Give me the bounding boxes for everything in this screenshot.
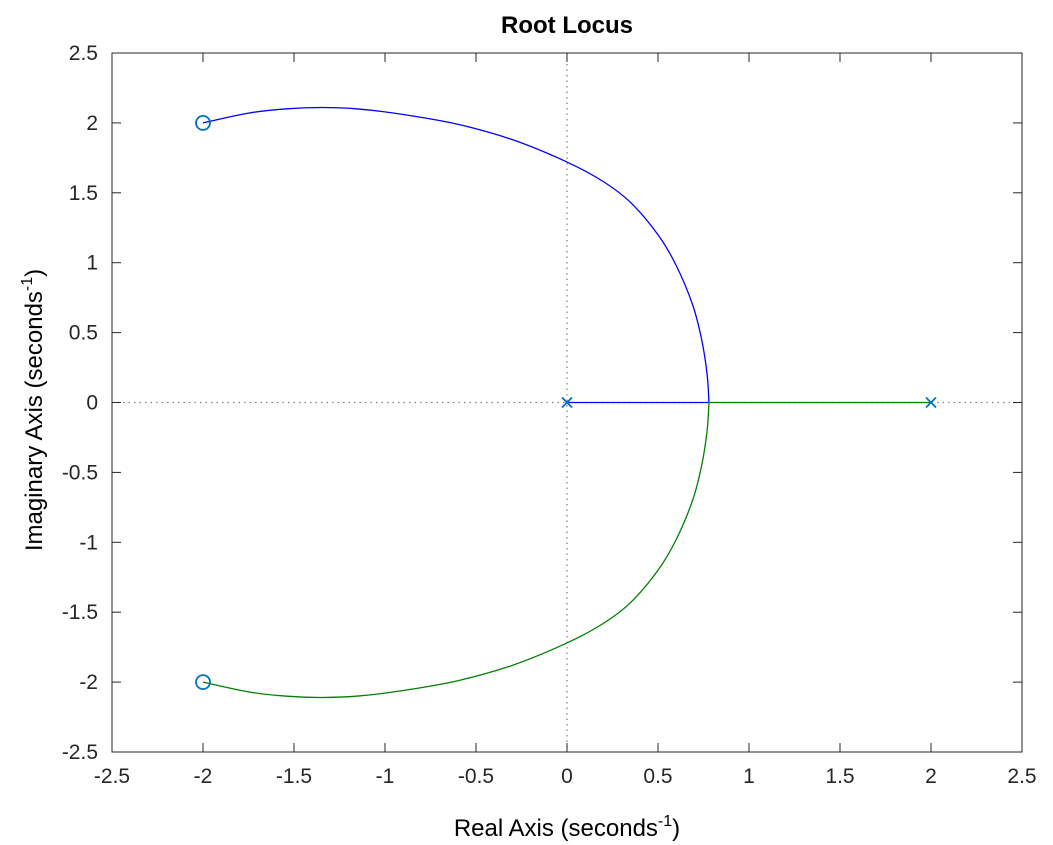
x-tick-labels: -2.5 -2 -1.5 -1 -0.5 0 0.5 1 1.5 2 2.5 — [94, 765, 1037, 788]
pole-marker-stroke — [561, 396, 573, 409]
x-axis-label-superscript: -1 — [658, 813, 672, 830]
pole-marker — [925, 396, 937, 409]
y-tick-label: 1.5 — [69, 182, 98, 205]
x-tick-label: -1.5 — [276, 765, 312, 788]
y-tick-label: 1 — [86, 252, 98, 275]
y-axis-label-superscript: -1 — [19, 277, 36, 291]
y-tick-labels: 2.5 2 1.5 1 0.5 0 -0.5 -1 -1.5 -2 -2.5 — [62, 42, 98, 764]
y-tick-label: 0 — [86, 392, 98, 415]
y-axis-label-text: Imaginary Axis (seconds — [21, 291, 48, 551]
x-axis-label-close: ) — [672, 815, 680, 842]
reference-lines — [112, 53, 1022, 752]
locus-branch-2 — [202, 401, 931, 699]
x-tick-label: 0 — [561, 765, 573, 788]
y-tick-label: -0.5 — [62, 461, 98, 484]
pole-marker — [561, 396, 573, 409]
x-axis-label-text: Real Axis (seconds — [454, 815, 658, 842]
y-tick-label: 2.5 — [69, 42, 98, 65]
y-tick-label: -1.5 — [62, 601, 98, 624]
x-axis-label: Real Axis (seconds-1) — [454, 813, 680, 842]
x-tick-label: -2.5 — [94, 765, 130, 788]
x-tick-label: 1.5 — [825, 765, 854, 788]
locus-branch-1 — [202, 106, 710, 404]
x-tick-label: 2 — [925, 765, 937, 788]
y-axis-label: Imaginary Axis (seconds-1) — [19, 269, 48, 551]
zero-marker — [195, 115, 211, 131]
pole-marker-stroke — [925, 396, 937, 409]
y-tick-label: 0.5 — [69, 322, 98, 345]
y-axis-label-close: ) — [21, 269, 48, 277]
zero-marker — [195, 674, 211, 690]
x-tick-label: -0.5 — [458, 765, 494, 788]
y-tick-label: -2 — [79, 671, 98, 694]
y-tick-label: -2.5 — [62, 741, 98, 764]
x-tick-label: -1 — [376, 765, 395, 788]
pole-zero-markers — [195, 115, 937, 690]
x-tick-label: 2.5 — [1007, 765, 1036, 788]
plot-axes — [111, 52, 1023, 753]
chart-title: Root Locus — [501, 12, 633, 39]
x-tick-label: 1 — [743, 765, 755, 788]
y-tick-label: 2 — [86, 112, 98, 135]
x-tick-label: 0.5 — [643, 765, 672, 788]
y-tick-label: -1 — [79, 531, 98, 554]
x-tick-label: -2 — [194, 765, 213, 788]
locus-branches — [202, 106, 931, 699]
